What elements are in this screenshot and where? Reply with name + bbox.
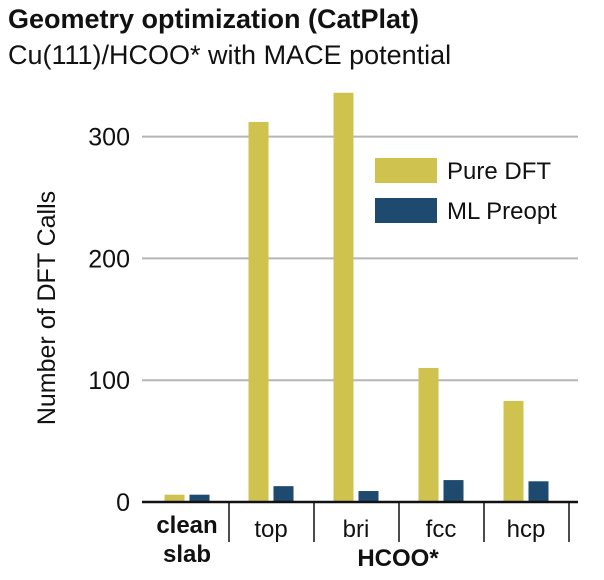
bar-pure-dft — [418, 368, 439, 502]
bar-ml-preopt — [189, 494, 210, 502]
x-group-label: HCOO* — [357, 545, 439, 572]
legend: Pure DFT ML Preopt — [375, 158, 557, 225]
bar-layer — [164, 92, 549, 502]
x-category-label: fcc — [426, 516, 457, 543]
y-tick-label: 300 — [88, 124, 130, 152]
x-category-label: hcp — [507, 516, 546, 543]
legend-swatch — [375, 198, 437, 223]
bar-pure-dft — [164, 494, 185, 502]
y-axis-label: Number of DFT Calls — [33, 191, 61, 425]
legend-swatch — [375, 158, 437, 183]
legend-label: Pure DFT — [447, 158, 551, 185]
bar-pure-dft — [503, 400, 524, 502]
bar-ml-preopt — [443, 480, 464, 502]
x-category-label: top — [254, 516, 287, 543]
x-category-label: bri — [343, 516, 370, 543]
bar-pure-dft — [248, 121, 269, 502]
bar-ml-preopt — [528, 481, 549, 502]
bar-ml-preopt — [358, 491, 379, 502]
y-tick-label: 100 — [88, 367, 130, 395]
y-tick-label: 200 — [88, 245, 130, 273]
bar-pure-dft — [333, 92, 354, 502]
y-tick-label: 0 — [116, 489, 130, 517]
legend-label: ML Preopt — [447, 198, 557, 225]
grid-layer — [142, 135, 578, 382]
chart-subtitle: Cu(111)/HCOO* with MACE potential — [8, 40, 452, 70]
bar-ml-preopt — [273, 486, 294, 502]
chart-title: Geometry optimization (CatPlat) — [8, 4, 420, 34]
x-category-label: clean — [156, 512, 217, 539]
x-category-label: slab — [163, 541, 211, 568]
